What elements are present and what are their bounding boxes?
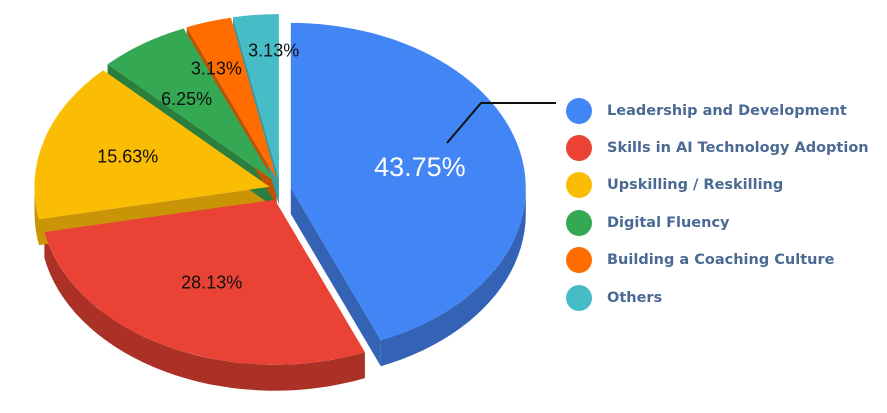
legend-label: Upskilling / Reskilling: [607, 177, 784, 194]
slice-ai-skills[interactable]: [44, 199, 365, 365]
slice-digital-fluency[interactable]: [107, 28, 274, 181]
slice-digital-fluency-value-label: 6.25%: [161, 89, 212, 109]
legend-swatch: [566, 172, 592, 199]
slice-others-value-label: 3.13%: [248, 40, 299, 60]
legend-swatch: [566, 284, 592, 311]
slice-coaching-culture-value-label: 3.13%: [191, 59, 242, 79]
slice-leadership[interactable]: [290, 22, 526, 341]
legend-label: Leadership and Development: [607, 102, 847, 119]
slice-labels: 43.75% 28.13% 15.63% 6.25% 3.13% 3.13%: [97, 40, 465, 292]
slice-upskilling[interactable]: [34, 70, 270, 220]
legend-item-coaching-culture[interactable]: Building a Coaching Culture: [566, 242, 869, 279]
legend-label: Building a Coaching Culture: [607, 252, 835, 269]
legend-swatch: [566, 209, 592, 236]
slice-ai-skills-value-label: 28.13%: [181, 273, 242, 293]
slice-coaching-culture[interactable]: [186, 17, 277, 180]
slice-upskilling-value-label: 15.63%: [97, 147, 158, 167]
slice-leadership-edge: [290, 187, 381, 367]
legend-item-leadership[interactable]: Leadership and Development: [566, 92, 869, 129]
slice-ai-skills-side: [44, 232, 365, 391]
legend-item-digital-fluency[interactable]: Digital Fluency: [566, 204, 869, 241]
slice-others[interactable]: [233, 14, 279, 180]
legend-item-upskilling[interactable]: Upskilling / Reskilling: [566, 167, 869, 204]
legend: Leadership and Development Skills in AI …: [566, 92, 869, 316]
legend-swatch: [566, 247, 592, 274]
slice-leadership-value-label: 43.75%: [374, 152, 466, 182]
legend-item-others[interactable]: Others: [566, 279, 869, 316]
slice-tops: [34, 14, 526, 365]
legend-label: Skills in AI Technology Adoption: [607, 140, 869, 157]
slice-leadership-side: [380, 187, 526, 367]
legend-swatch: [566, 97, 592, 124]
legend-item-ai-skills[interactable]: Skills in AI Technology Adoption: [566, 129, 869, 166]
slice-upskilling-side: [34, 186, 39, 246]
leader-line: [446, 102, 556, 144]
legend-swatch: [566, 135, 592, 162]
legend-label: Others: [607, 289, 663, 306]
legend-label: Digital Fluency: [607, 214, 730, 231]
